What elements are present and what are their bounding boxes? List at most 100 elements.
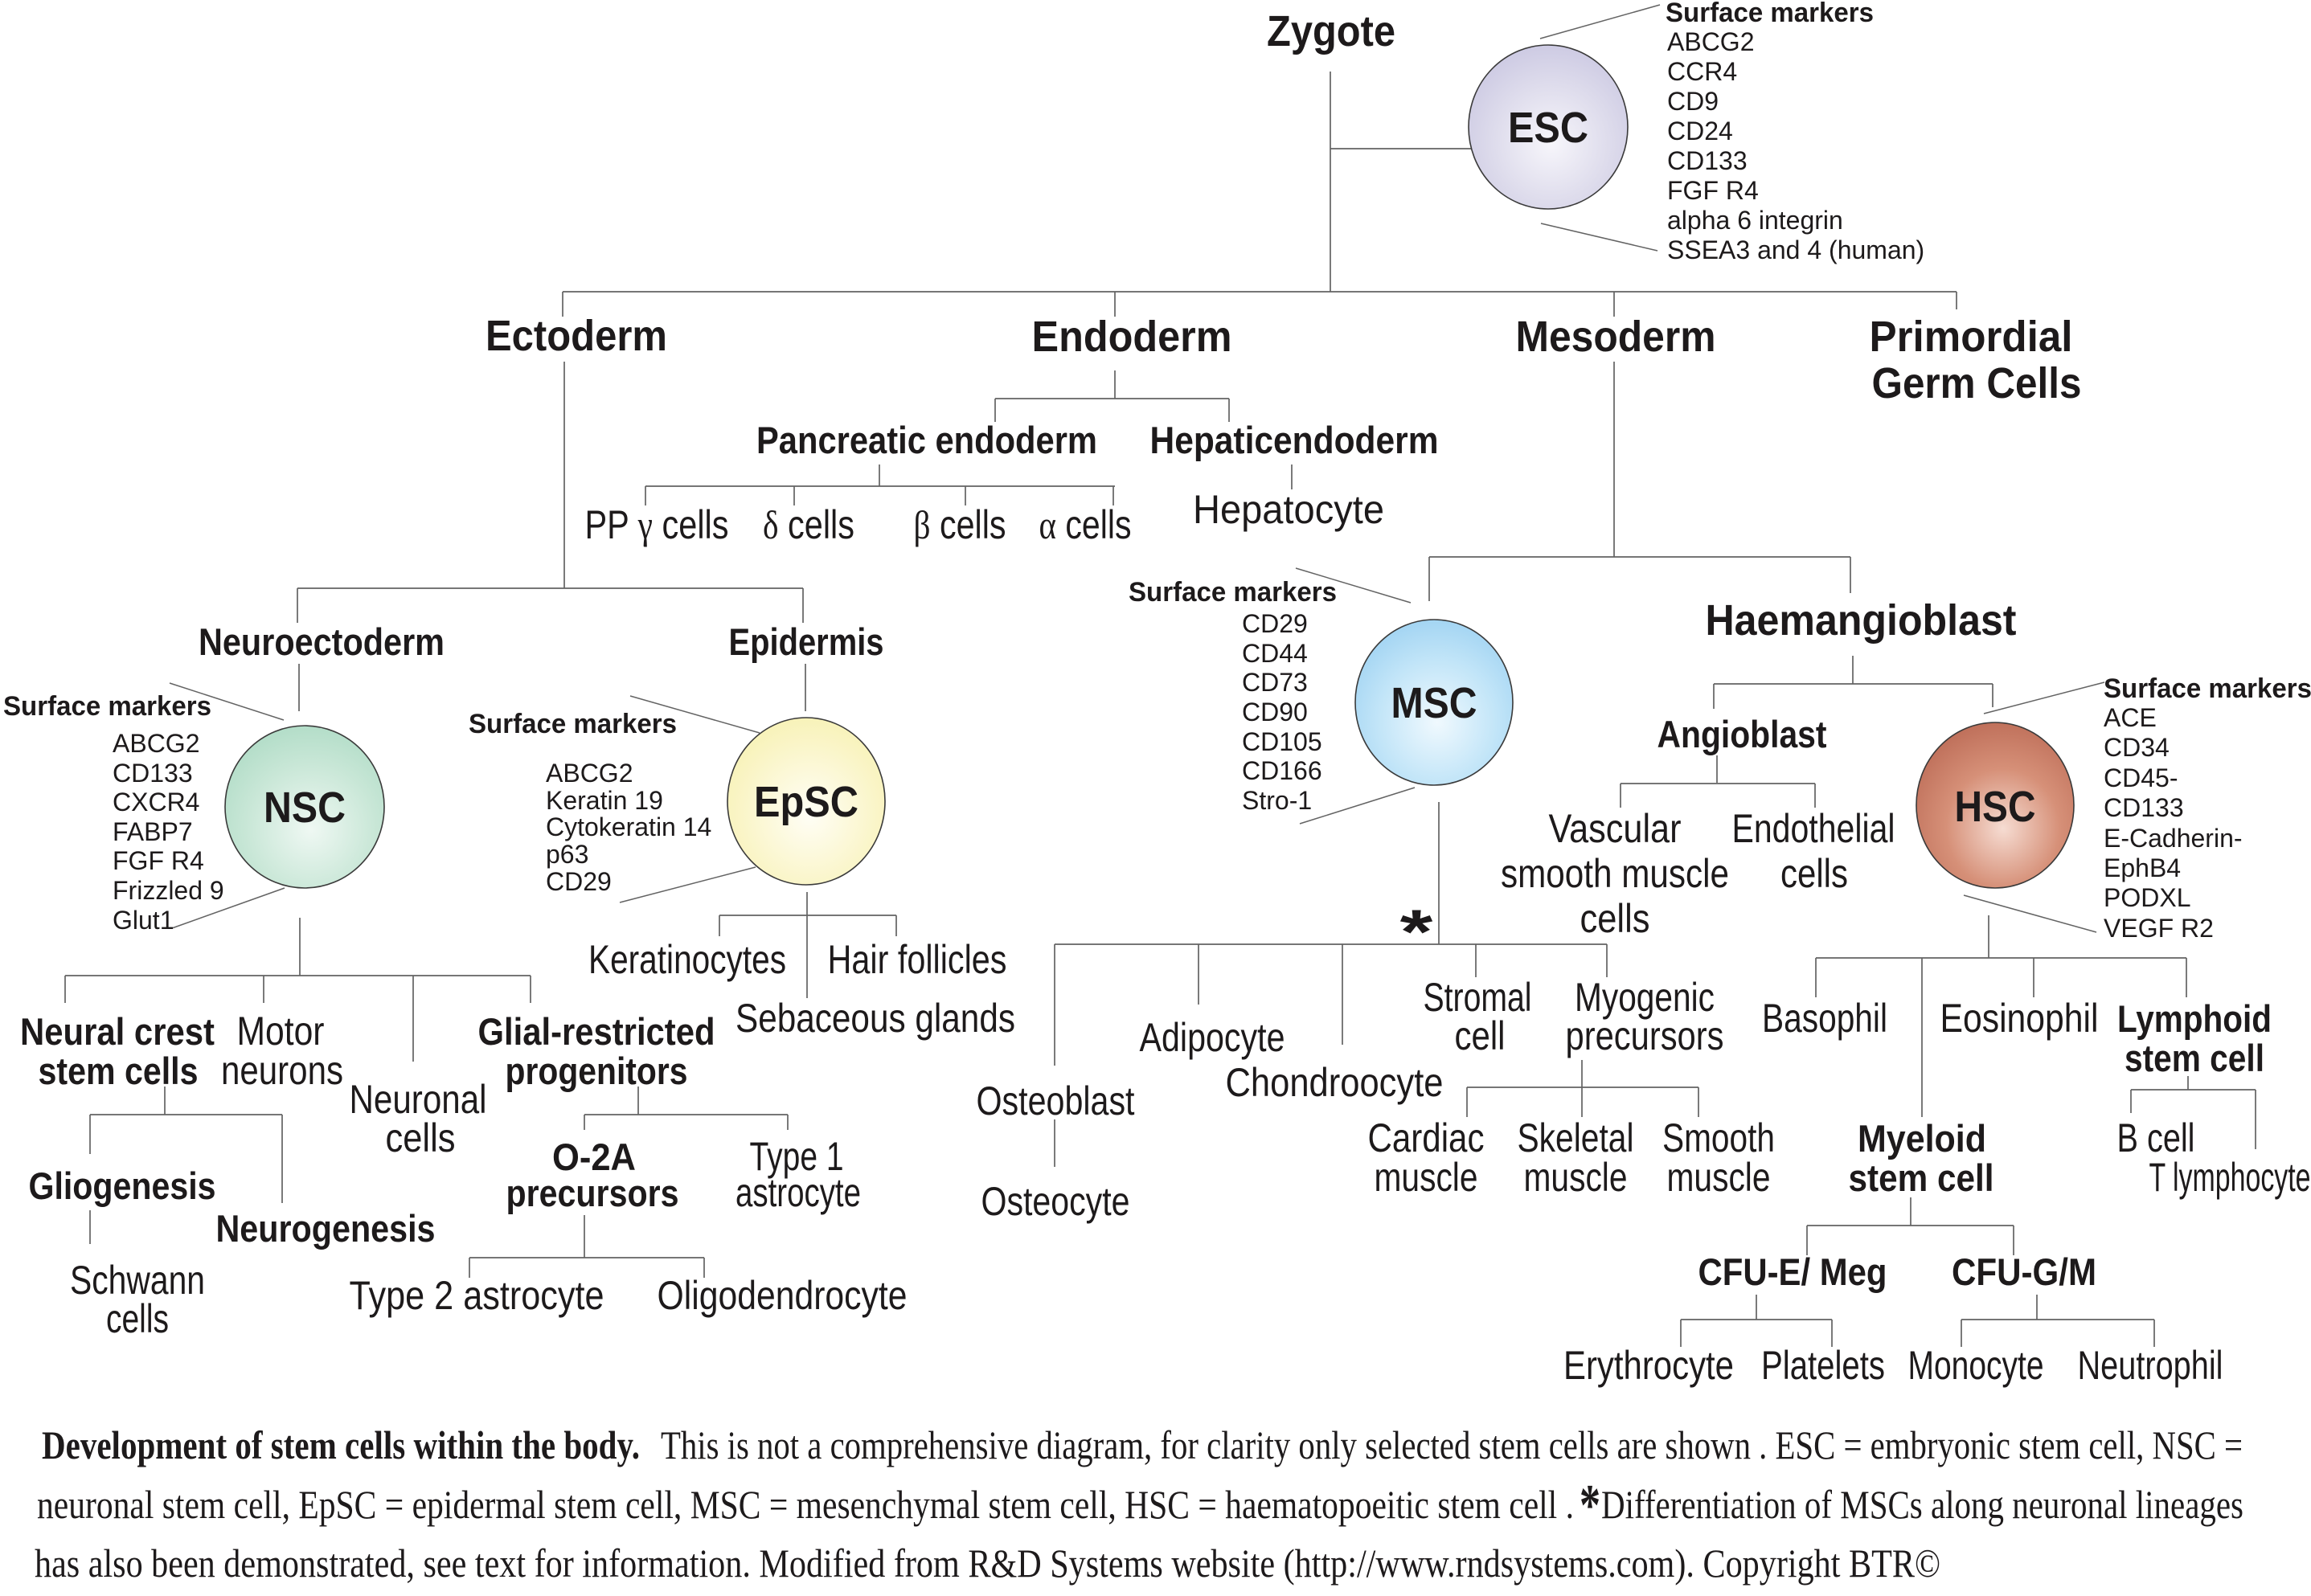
svg-text:Osteoblast: Osteoblast	[977, 1078, 1135, 1123]
svg-text:Angioblast: Angioblast	[1657, 713, 1827, 755]
svg-text:CXCR4: CXCR4	[113, 788, 199, 816]
svg-text:CFU-E/ Meg: CFU-E/ Meg	[1698, 1250, 1887, 1293]
svg-text:CFU-G/M: CFU-G/M	[1952, 1250, 2096, 1293]
svg-text:PP γ cells: PP γ cells	[585, 502, 729, 547]
svg-text:muscle: muscle	[1667, 1155, 1771, 1200]
svg-text:Keratin 19: Keratin 19	[546, 786, 663, 815]
svg-text:Neuronal: Neuronal	[350, 1077, 487, 1122]
svg-text:Pancreatic endoderm: Pancreatic endoderm	[756, 419, 1097, 461]
svg-text:ESC: ESC	[1508, 104, 1588, 152]
svg-text:neurons: neurons	[221, 1048, 343, 1093]
svg-text:Hepatocyte: Hepatocyte	[1193, 487, 1384, 532]
svg-text:E-Cadherin-: E-Cadherin-	[2104, 824, 2243, 853]
svg-text:muscle: muscle	[1375, 1155, 1478, 1200]
svg-text:CD9: CD9	[1667, 87, 1719, 116]
svg-text:β cells: β cells	[914, 502, 1006, 547]
svg-text:Epidermis: Epidermis	[729, 620, 884, 663]
svg-text:Osteocyte: Osteocyte	[981, 1179, 1130, 1224]
svg-text:*: *	[1580, 1472, 1600, 1537]
svg-text:Glial-restricted: Glial-restricted	[478, 1010, 715, 1053]
svg-text:Keratinocytes: Keratinocytes	[588, 937, 786, 982]
svg-text:*: *	[1400, 897, 1433, 967]
svg-text:FGF R4: FGF R4	[1667, 176, 1759, 205]
svg-text:progenitors: progenitors	[506, 1050, 688, 1092]
svg-text:Myeloid: Myeloid	[1858, 1117, 1986, 1160]
svg-text:Endoderm: Endoderm	[1032, 313, 1232, 361]
svg-text:CD44: CD44	[1242, 639, 1308, 668]
svg-text:Basophil: Basophil	[1762, 996, 1887, 1041]
svg-text:VEGF R2: VEGF R2	[2104, 914, 2214, 943]
svg-text:Hair follicles: Hair follicles	[828, 937, 1007, 982]
svg-text:Gliogenesis: Gliogenesis	[29, 1164, 216, 1207]
svg-text:precursors: precursors	[1566, 1013, 1724, 1058]
svg-text:muscle: muscle	[1524, 1155, 1628, 1200]
svg-text:CD24: CD24	[1667, 117, 1733, 145]
svg-text:NSC: NSC	[264, 784, 346, 832]
svg-text:Haemangioblast: Haemangioblast	[1706, 596, 2017, 645]
svg-text:Mesoderm: Mesoderm	[1516, 313, 1716, 361]
svg-text:cells: cells	[386, 1115, 456, 1160]
svg-text:Stromal: Stromal	[1424, 975, 1532, 1020]
svg-text:Neural crest: Neural crest	[20, 1010, 215, 1053]
svg-text:cell: cell	[1455, 1013, 1506, 1058]
svg-text:Frizzled 9: Frizzled 9	[113, 876, 224, 905]
svg-text:Surface markers: Surface markers	[3, 691, 211, 722]
svg-text:stem cell: stem cell	[1849, 1156, 1994, 1199]
svg-text:This is not a comprehensive di: This is not a comprehensive diagram, for…	[661, 1422, 2243, 1467]
svg-text:CD29: CD29	[546, 867, 612, 896]
svg-text:ACE: ACE	[2104, 703, 2157, 732]
svg-text:Sebaceous glands: Sebaceous glands	[736, 996, 1015, 1041]
svg-text:CD73: CD73	[1242, 668, 1308, 697]
svg-text:Germ Cells: Germ Cells	[1872, 359, 2082, 407]
svg-text:EpSC: EpSC	[754, 778, 858, 826]
svg-text:CD133: CD133	[1667, 146, 1748, 175]
svg-text:HSC: HSC	[1955, 783, 2036, 831]
svg-text:CD133: CD133	[113, 759, 193, 788]
svg-text:Eosinophil: Eosinophil	[1940, 996, 2099, 1041]
svg-text:ABCG2: ABCG2	[1667, 27, 1754, 56]
svg-text:Myogenic: Myogenic	[1575, 975, 1715, 1020]
svg-text:smooth muscle: smooth muscle	[1501, 851, 1729, 896]
svg-text:Surface markers: Surface markers	[469, 709, 677, 739]
svg-text:Surface markers: Surface markers	[1129, 577, 1337, 608]
svg-text:SSEA3 and 4 (human): SSEA3 and 4 (human)	[1667, 235, 1924, 264]
svg-text:CD34: CD34	[2104, 733, 2170, 762]
svg-text:Type 2 astrocyte: Type 2 astrocyte	[350, 1273, 604, 1318]
svg-text:Platelets: Platelets	[1761, 1343, 1885, 1388]
svg-text:Oligodendrocyte: Oligodendrocyte	[658, 1273, 908, 1318]
svg-text:T lymphocyte: T lymphocyte	[2149, 1155, 2311, 1200]
svg-text:δ cells: δ cells	[763, 502, 854, 547]
svg-text:Skeletal: Skeletal	[1518, 1115, 1634, 1160]
svg-text:Cardiac: Cardiac	[1368, 1115, 1485, 1160]
svg-text:p63: p63	[546, 840, 588, 869]
svg-text:CD45-: CD45-	[2104, 763, 2178, 792]
svg-text:Endothelial: Endothelial	[1732, 806, 1895, 851]
svg-text:Development of stem cells with: Development of stem cells within the bod…	[42, 1422, 640, 1467]
svg-text:cells: cells	[1780, 851, 1848, 896]
svg-text:neuronal stem cell, EpSC = epi: neuronal stem cell, EpSC = epidermal ste…	[37, 1482, 1574, 1527]
svg-text:precursors: precursors	[506, 1172, 679, 1214]
svg-text:EphB4: EphB4	[2104, 853, 2181, 882]
svg-text:B cell: B cell	[2117, 1115, 2195, 1160]
svg-text:Neuroectoderm: Neuroectoderm	[199, 620, 445, 663]
svg-text:Stro-1: Stro-1	[1242, 786, 1312, 815]
svg-text:has also been demonstrated, se: has also been demonstrated, see text for…	[35, 1541, 1940, 1586]
svg-text:stem cells: stem cells	[39, 1050, 199, 1092]
svg-text:Monocyte: Monocyte	[1908, 1343, 2044, 1388]
svg-text:Surface markers: Surface markers	[1666, 0, 1874, 28]
svg-text:FABP7: FABP7	[113, 817, 193, 846]
svg-text:Lymphoid: Lymphoid	[2117, 997, 2272, 1040]
svg-text:Adipocyte: Adipocyte	[1140, 1015, 1285, 1060]
svg-text:PODXL: PODXL	[2104, 883, 2190, 912]
svg-text:ABCG2: ABCG2	[546, 759, 633, 788]
svg-text:cells: cells	[106, 1296, 169, 1341]
svg-text:Chondroocyte: Chondroocyte	[1226, 1060, 1444, 1105]
svg-text:astrocyte: astrocyte	[736, 1170, 861, 1215]
svg-text:Erythrocyte: Erythrocyte	[1563, 1343, 1734, 1388]
svg-text:Ectoderm: Ectoderm	[486, 312, 667, 360]
svg-text:Smooth: Smooth	[1662, 1115, 1775, 1160]
svg-text:O-2A: O-2A	[552, 1136, 636, 1178]
svg-text:CD90: CD90	[1242, 698, 1308, 726]
svg-text:Vascular: Vascular	[1549, 806, 1682, 851]
svg-text:Zygote: Zygote	[1267, 7, 1395, 55]
